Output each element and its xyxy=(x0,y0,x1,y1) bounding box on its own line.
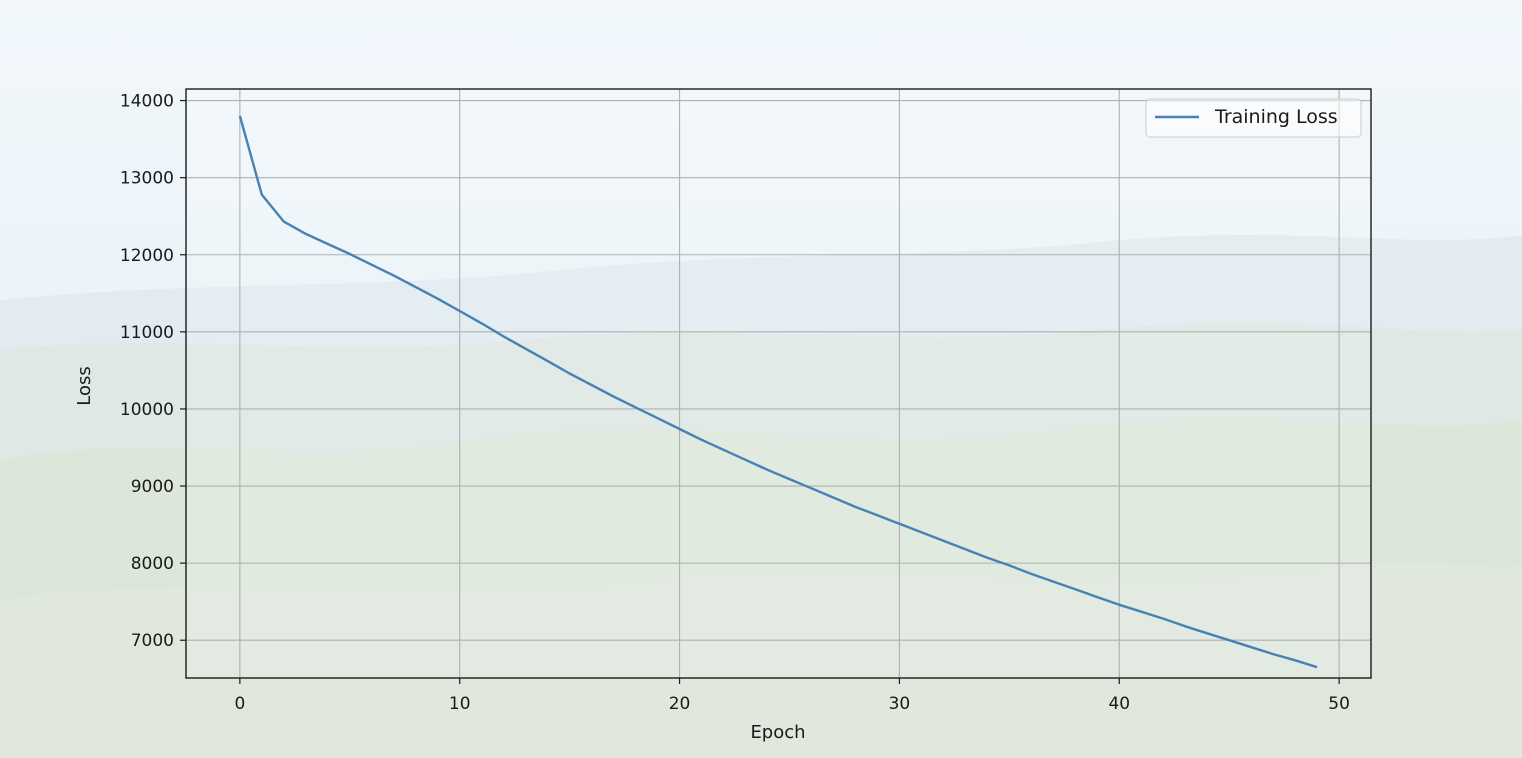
plot-area xyxy=(186,89,1371,678)
x-tick-label: 0 xyxy=(234,694,245,714)
x-axis-label: Epoch xyxy=(750,722,805,743)
x-tick-label: 30 xyxy=(889,694,911,714)
plot-frame xyxy=(185,88,1372,679)
legend-box xyxy=(1145,98,1362,138)
grid-lines xyxy=(186,89,1371,678)
series-lines xyxy=(238,115,1318,669)
x-tick-label: 10 xyxy=(449,694,471,714)
y-tick-label: 8000 xyxy=(131,554,174,574)
y-tick-label: 10000 xyxy=(120,400,174,420)
y-tick-label: 13000 xyxy=(120,169,174,189)
x-tick-label: 20 xyxy=(669,694,691,714)
y-axis-label: Loss xyxy=(74,366,95,405)
y-tick-label: 14000 xyxy=(120,92,174,112)
y-axis-ticks: 7000 8000 9000 10000 11000 12000 13000 14000 xyxy=(120,92,186,651)
y-tick-label: 11000 xyxy=(120,323,174,343)
legend: Training Loss xyxy=(1145,98,1362,138)
x-tick-label: 40 xyxy=(1108,694,1130,714)
y-tick-label: 9000 xyxy=(131,477,174,497)
x-tick-label: 50 xyxy=(1328,694,1350,714)
x-axis-ticks: 0 10 20 30 40 50 xyxy=(234,678,1350,714)
y-tick-label: 12000 xyxy=(120,246,174,266)
y-tick-label: 7000 xyxy=(131,631,174,651)
series-line-training-loss xyxy=(238,115,1318,669)
legend-label-training-loss: Training Loss xyxy=(1214,106,1338,128)
